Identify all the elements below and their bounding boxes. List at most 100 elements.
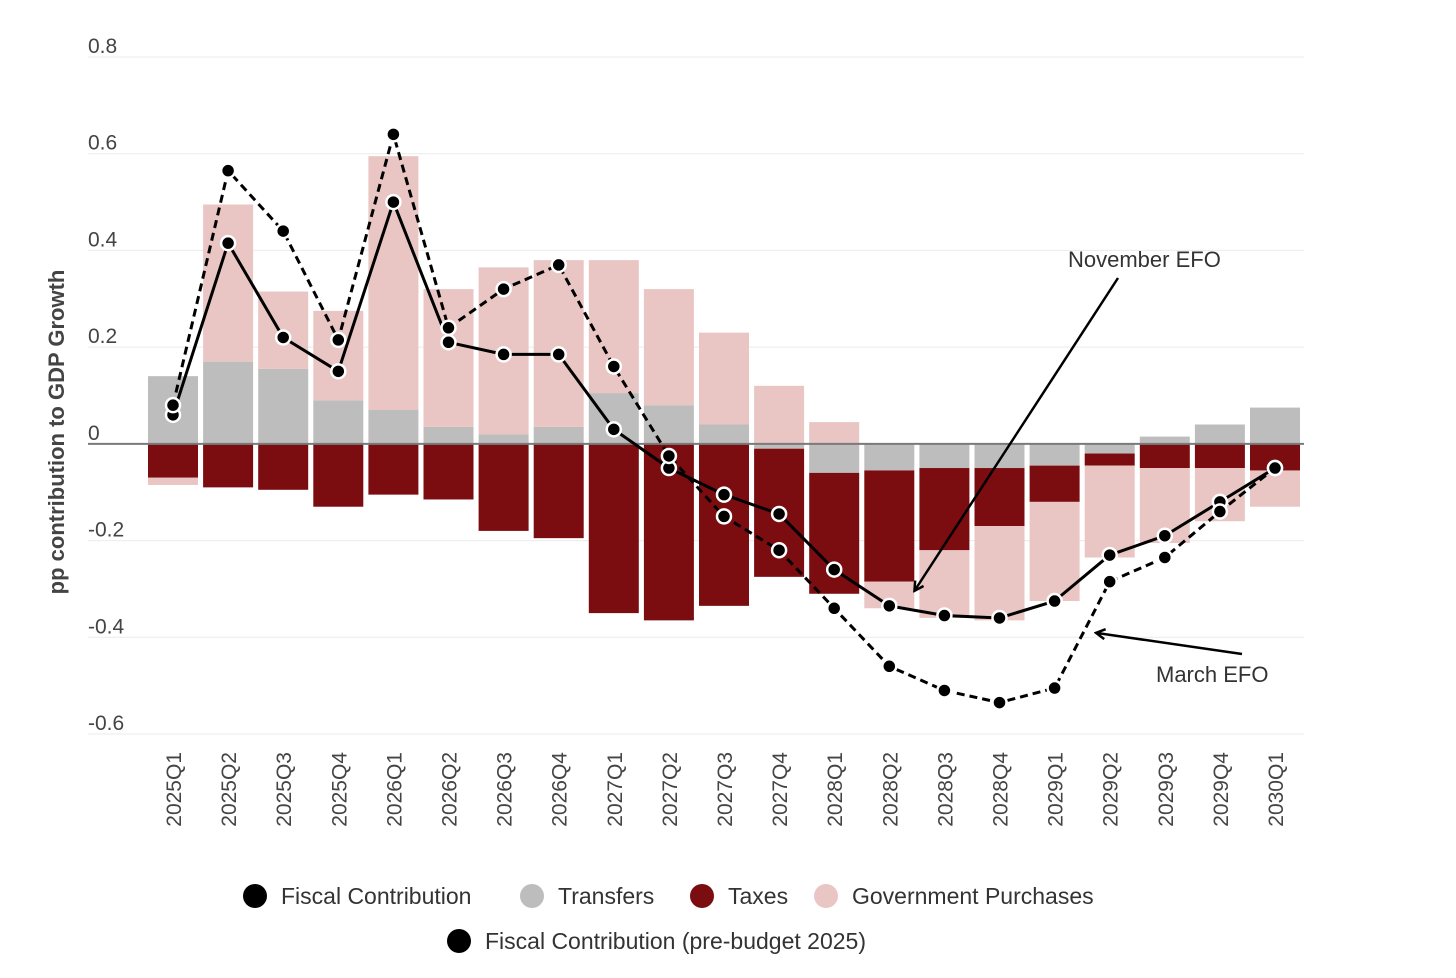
- bar-transfers-2028q4: [974, 443, 1025, 469]
- bar-government-purchases-2027q2: [643, 289, 694, 406]
- point-fiscal-contribution-2025q2: [219, 234, 237, 252]
- bar-government-purchases-2030q1: [1250, 470, 1300, 507]
- y-tick-label: 0.8: [88, 35, 117, 58]
- bar-taxes-2028q3: [919, 468, 970, 551]
- x-tick-label: 2025Q3: [273, 752, 296, 827]
- y-tick-label: 0.6: [88, 132, 117, 155]
- bar-taxes-2029q2: [1084, 453, 1135, 466]
- series-lines: [164, 126, 1284, 711]
- x-tick-label: 2027Q3: [714, 752, 737, 827]
- bar-taxes-2028q2: [864, 470, 915, 582]
- x-tick-label: 2026Q2: [439, 752, 462, 827]
- point-fiscal-contribution-pre-budget-2025-2025q4: [330, 331, 347, 349]
- legend-swatch-taxes: [690, 884, 714, 908]
- legend-label-fiscal-contribution: Fiscal Contribution: [281, 883, 471, 909]
- point-fiscal-contribution-2028q2: [881, 597, 898, 615]
- bar-government-purchases-2026q2: [423, 289, 474, 427]
- bars: [148, 156, 1300, 621]
- bar-taxes-2027q3: [699, 443, 749, 606]
- bar-transfers-2028q2: [864, 443, 915, 471]
- point-fiscal-contribution-pre-budget-2025-2026q3: [495, 280, 512, 298]
- point-fiscal-contribution-2027q1: [605, 421, 623, 438]
- point-fiscal-contribution-2026q3: [495, 346, 512, 363]
- x-tick-label: 2027Q4: [769, 752, 792, 827]
- point-fiscal-contribution-2028q4: [991, 609, 1008, 627]
- bar-taxes-2025q3: [258, 443, 309, 490]
- x-tick-label: 2027Q1: [604, 752, 627, 827]
- point-fiscal-contribution-pre-budget-2025-2028q4: [991, 694, 1008, 711]
- bar-government-purchases-2026q4: [533, 260, 584, 427]
- legend-swatch-fiscal-contribution-pre-budget-2025: [447, 929, 471, 953]
- y-tick-label: -0.2: [88, 519, 124, 542]
- bar-government-purchases-2028q4: [974, 526, 1025, 621]
- point-fiscal-contribution-2028q1: [825, 561, 843, 578]
- x-tick-label: 2026Q3: [494, 752, 517, 827]
- bar-taxes-2029q3: [1139, 443, 1190, 469]
- bar-taxes-2028q4: [974, 468, 1025, 527]
- y-tick-label: -0.4: [88, 615, 125, 638]
- x-tick-label: 2030Q1: [1265, 752, 1288, 827]
- legend-label-transfers: Transfers: [558, 883, 654, 909]
- annotation-arrow-november-efo: [915, 277, 1120, 590]
- point-fiscal-contribution-pre-budget-2025-2029q3: [1156, 549, 1174, 566]
- bar-taxes-2027q1: [588, 443, 639, 614]
- bar-transfers-2026q4: [533, 426, 584, 444]
- y-tick-label: -0.6: [88, 712, 124, 735]
- x-tick-label: 2029Q3: [1155, 752, 1178, 827]
- bar-taxes-2026q4: [533, 443, 584, 539]
- bar-transfers-2025q2: [203, 361, 254, 444]
- point-fiscal-contribution-pre-budget-2025-2029q2: [1101, 573, 1118, 590]
- bar-government-purchases-2028q1: [809, 422, 860, 444]
- x-tick-label: 2028Q4: [990, 752, 1013, 827]
- bar-government-purchases-2029q2: [1084, 465, 1135, 558]
- point-fiscal-contribution-pre-budget-2025-2027q2: [660, 447, 678, 465]
- bar-taxes-2026q1: [368, 443, 419, 495]
- bar-transfers-2028q1: [809, 443, 860, 473]
- point-fiscal-contribution-pre-budget-2025-2026q2: [440, 319, 457, 337]
- bar-transfers-2027q3: [699, 424, 749, 444]
- bar-transfers-2026q3: [478, 434, 529, 444]
- bar-transfers-2027q2: [643, 405, 694, 444]
- point-fiscal-contribution-pre-budget-2025-2027q1: [605, 358, 623, 375]
- bar-taxes-2029q4: [1194, 443, 1245, 469]
- y-axis-label: pp contribution to GDP Growth: [44, 270, 69, 595]
- point-fiscal-contribution-2029q1: [1046, 592, 1063, 610]
- point-fiscal-contribution-pre-budget-2025-2030q1: [1266, 459, 1284, 477]
- point-fiscal-contribution-2027q3: [715, 486, 733, 503]
- bar-transfers-2030q1: [1250, 407, 1300, 444]
- x-tick-label: 2029Q2: [1100, 752, 1123, 827]
- bar-transfers-2029q3: [1139, 436, 1190, 444]
- point-fiscal-contribution-2025q3: [274, 329, 292, 346]
- point-fiscal-contribution-2027q4: [770, 505, 788, 523]
- x-tick-label: 2028Q3: [934, 752, 957, 827]
- bar-government-purchases-2029q1: [1029, 501, 1080, 602]
- bar-transfers-2028q3: [919, 443, 970, 469]
- point-fiscal-contribution-pre-budget-2025-2029q4: [1211, 503, 1229, 520]
- legend-label-taxes: Taxes: [728, 883, 788, 909]
- point-fiscal-contribution-2025q4: [330, 363, 347, 380]
- bar-transfers-2029q1: [1029, 443, 1080, 466]
- x-tick-label: 2025Q4: [328, 752, 351, 827]
- annotation-march-efo: March EFO: [1156, 662, 1268, 687]
- point-fiscal-contribution-pre-budget-2025-2027q4: [770, 541, 788, 559]
- legend-swatch-transfers: [520, 884, 544, 908]
- bar-government-purchases-2025q4: [313, 310, 364, 401]
- bar-government-purchases-2027q3: [699, 332, 749, 425]
- legend-swatch-fiscal-contribution: [243, 884, 267, 908]
- x-tick-label: 2026Q4: [549, 752, 572, 827]
- x-tick-label: 2027Q2: [659, 752, 682, 827]
- bar-taxes-2029q1: [1029, 465, 1080, 502]
- point-fiscal-contribution-2026q2: [440, 334, 457, 351]
- legend: Fiscal Contribution Transfers Taxes Governm…: [243, 883, 1094, 954]
- point-fiscal-contribution-pre-budget-2025-2028q2: [881, 658, 898, 675]
- point-fiscal-contribution-pre-budget-2025-2025q1: [164, 396, 182, 414]
- bar-taxes-2025q2: [203, 443, 254, 488]
- bar-taxes-2025q1: [148, 443, 198, 478]
- bar-government-purchases-2027q4: [754, 385, 805, 444]
- x-tick-label: 2028Q2: [879, 752, 902, 827]
- bar-transfers-2025q4: [313, 400, 364, 444]
- bar-transfers-2026q1: [368, 410, 419, 444]
- point-fiscal-contribution-pre-budget-2025-2028q3: [936, 682, 953, 699]
